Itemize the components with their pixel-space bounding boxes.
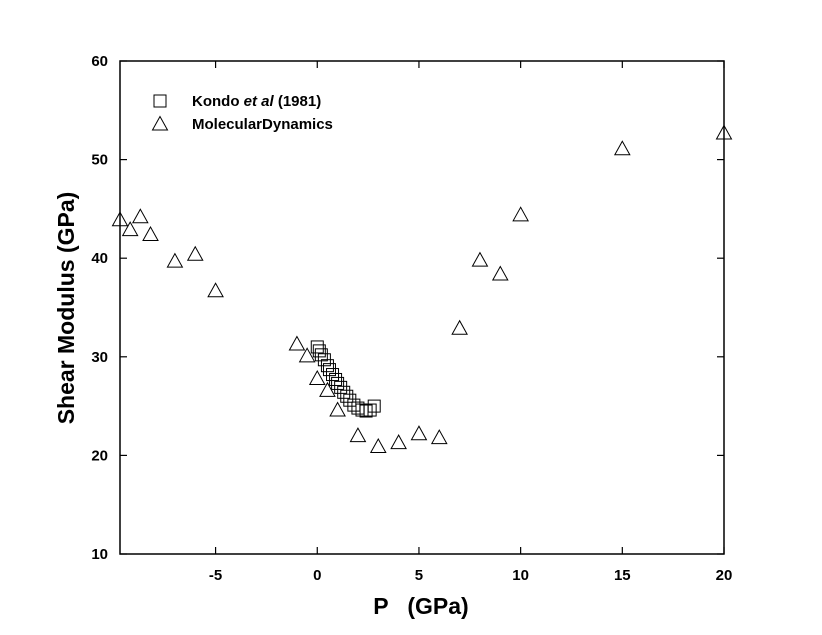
y-tick-label: 40 (91, 250, 108, 267)
triangle-point (111, 211, 129, 227)
square-point (367, 399, 381, 413)
square-point (312, 344, 326, 358)
x-axis-title: P (GPa) (373, 593, 468, 619)
triangle-point (121, 221, 139, 237)
square-point (343, 393, 357, 407)
triangle-point (319, 381, 336, 397)
plot-frame (119, 60, 725, 555)
triangle-point (207, 282, 224, 298)
triangle-point (288, 335, 306, 351)
triangle-point (166, 252, 184, 268)
triangle-point (329, 401, 346, 417)
y-tick-label: 30 (91, 349, 108, 366)
triangle-point (349, 427, 367, 443)
square-point (320, 359, 334, 373)
axis-ticks (120, 60, 725, 555)
triangle-point (186, 245, 204, 261)
legend-square-icon (153, 94, 167, 108)
legend: Kondo et al (1981) MolecularDynamics (151, 93, 333, 133)
triangle-point (715, 124, 733, 140)
x-tick-label: 0 (313, 567, 321, 584)
y-tick-label: 10 (91, 546, 108, 563)
tick-labels: -5 0 5 10 15 20 10 20 30 40 50 60 (91, 53, 732, 584)
square-point (347, 398, 361, 412)
triangle-point (491, 265, 509, 281)
square-point (363, 403, 377, 417)
legend-triangle-icon (151, 115, 169, 131)
x-tick-label: 5 (415, 567, 423, 584)
y-tick-label: 50 (91, 152, 108, 169)
y-tick-label: 20 (91, 447, 108, 464)
triangle-point (512, 206, 529, 222)
square-point (326, 368, 340, 382)
x-tick-label: 20 (716, 567, 733, 584)
x-tick-label: 15 (614, 567, 631, 584)
triangle-point (613, 140, 631, 156)
triangle-point (308, 369, 326, 385)
y-tick-label: 60 (91, 53, 108, 70)
triangle-point (369, 437, 387, 454)
triangle-point (298, 347, 316, 363)
triangle-point (410, 425, 428, 441)
x-tick-label: -5 (209, 567, 222, 584)
legend-entry: MolecularDynamics (192, 116, 333, 133)
triangle-point (430, 429, 448, 445)
square-point (340, 389, 354, 403)
y-axis-title: Shear Modulus (GPa) (53, 192, 79, 425)
square-point (329, 372, 343, 386)
triangle-point (451, 319, 468, 335)
triangle-point (131, 208, 149, 224)
triangle-point (390, 434, 407, 450)
data-markers (111, 124, 733, 454)
triangle-point (142, 226, 159, 242)
triangle-point (471, 251, 489, 267)
x-tick-label: 10 (512, 567, 529, 584)
square-point (359, 404, 373, 418)
legend-entry: Kondo et al (1981) (192, 93, 321, 110)
square-point (310, 340, 324, 354)
